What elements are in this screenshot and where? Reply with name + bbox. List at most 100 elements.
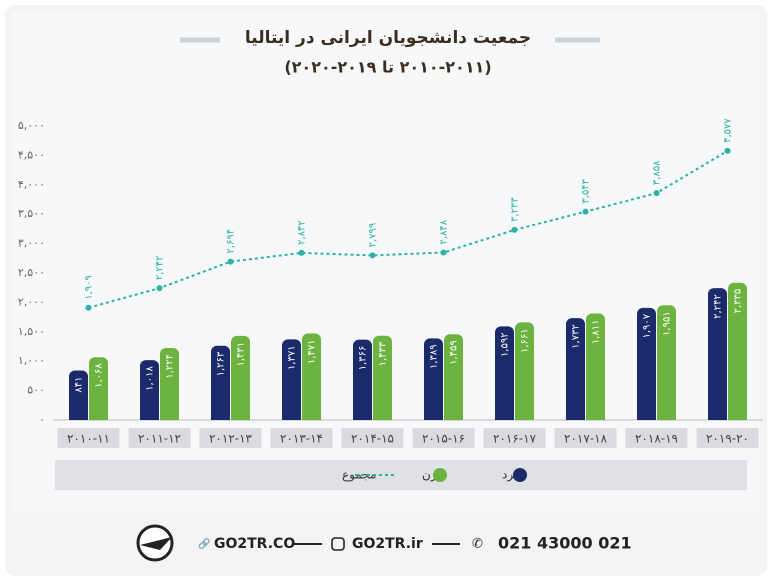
line-point [156,285,163,292]
bar [495,326,514,420]
chart-subtitle: (۲۰۱۰-۲۰۱۱ تا ۲۰۱۹-۲۰۲۰) [284,58,491,77]
bar [657,305,676,420]
bar [231,335,250,420]
footer-instagram: GO2TR.ir [352,536,423,552]
value-label: ۱,۰۱۸ [145,366,156,391]
y-tick-label: ۳,۵۰۰ [18,207,45,220]
value-label: ۱,۷۳۲ [571,324,582,349]
line-point [653,190,660,197]
line-point [227,258,234,265]
value-label: ۱,۵۹۲ [500,332,511,357]
bar [586,313,605,420]
bar [515,322,534,420]
x-tick-box [128,428,191,448]
bar [728,282,747,420]
bar [373,335,392,420]
footer-phone: 021 43000 021 [498,534,632,553]
bar [424,338,443,420]
x-tick-box [270,428,333,448]
value-label: ۱,۴۳۳ [378,341,389,366]
value-label: ۳,۵۴۳ [581,178,592,203]
bar-base [708,414,727,420]
bar [708,288,727,420]
x-tick-box [341,428,404,448]
bar [353,339,372,420]
bar-base [353,414,372,420]
value-label: ۱,۸۱۱ [591,320,602,345]
logo-plane [140,537,172,550]
x-tick-label: ۲۰۱۸-۱۹ [635,432,678,446]
value-label: ۱,۴۷۱ [307,340,318,365]
value-label: ۱,۳۶۶ [358,346,369,371]
bar [89,357,108,420]
bar [566,318,585,420]
x-tick-label: ۲۰۱۳-۱۴ [280,432,323,446]
x-tick-box [199,428,262,448]
value-label: ۱,۲۲۴ [165,354,176,379]
legend-swatch [513,468,527,482]
line-point [369,252,376,259]
y-tick-label: ۴,۵۰۰ [18,148,45,161]
bar-base [637,414,656,420]
bar [302,333,321,420]
bar-base [728,414,747,420]
value-label: ۱,۴۵۹ [449,340,460,365]
x-tick-box [483,428,546,448]
value-label: ۱,۰۶۸ [94,363,105,388]
x-tick-box [625,428,688,448]
y-tick-label: ۱,۰۰۰ [18,354,45,367]
footer-site: GO2TR.CO [214,536,295,552]
bar-base [586,414,605,420]
y-tick-label: ۴,۰۰۰ [18,178,45,191]
legend-swatch [433,468,447,482]
bar-base [211,414,230,420]
value-label: ۱,۳۸۹ [429,344,440,369]
line-point [511,226,518,233]
value-label: ۴,۵۷۷ [723,118,734,143]
bar [444,334,463,420]
bar-base [302,414,321,420]
bar [637,307,656,420]
y-tick-label: ۳,۰۰۰ [18,237,45,250]
bar-base [231,414,250,420]
footer: 🔗 GO2TR.CO GO2TR.ir ✆ 021 43000 021 [136,524,632,562]
bar-base [160,414,179,420]
y-tick-label: ۲,۵۰۰ [18,266,45,279]
legend-label: زن [422,468,437,483]
x-tick-label: ۲۰۱۵-۱۶ [422,432,465,446]
value-label: ۱,۹۰۷ [642,313,653,338]
x-tick-box [554,428,617,448]
x-tick-box [57,428,120,448]
x-tick-label: ۲۰۱۴-۱۵ [351,432,394,446]
bar-base [140,414,159,420]
value-label: ۱,۳۷۱ [287,345,298,370]
value-label: ۲,۲۴۲ [713,294,724,319]
value-label: ۲,۷۹۹ [368,223,379,248]
value-label: ۳,۲۳۳ [510,197,521,222]
value-label: ۱,۹۵۱ [662,311,673,336]
bar [282,339,301,420]
bar-base [282,414,301,420]
bar-base [89,414,108,420]
bar-base [444,414,463,420]
x-tick-label: ۲۰۱۰-۱۱ [67,432,110,446]
legend-box [55,460,747,490]
bar [211,345,230,420]
x-tick-label: ۲۰۱۶-۱۷ [493,432,537,446]
value-label: ۳,۸۵۸ [652,160,663,185]
y-tick-label: ۵۰۰ [27,384,45,397]
bar-base [495,414,514,420]
value-label: ۱,۴۳۱ [236,342,247,367]
bar-base [424,414,443,420]
value-label: ۲,۶۹۴ [226,229,237,254]
bar [140,360,159,420]
x-tick-label: ۲۰۱۲-۱۳ [209,432,253,446]
phone-icon: ✆ [472,537,483,552]
value-label: ۱,۶۶۱ [520,328,531,353]
bar [69,370,88,420]
x-tick-label: ۲۰۱۱-۱۲ [138,432,181,446]
line-point [582,208,589,215]
legend-label: مجموع [342,468,376,483]
x-tick-box [412,428,475,448]
